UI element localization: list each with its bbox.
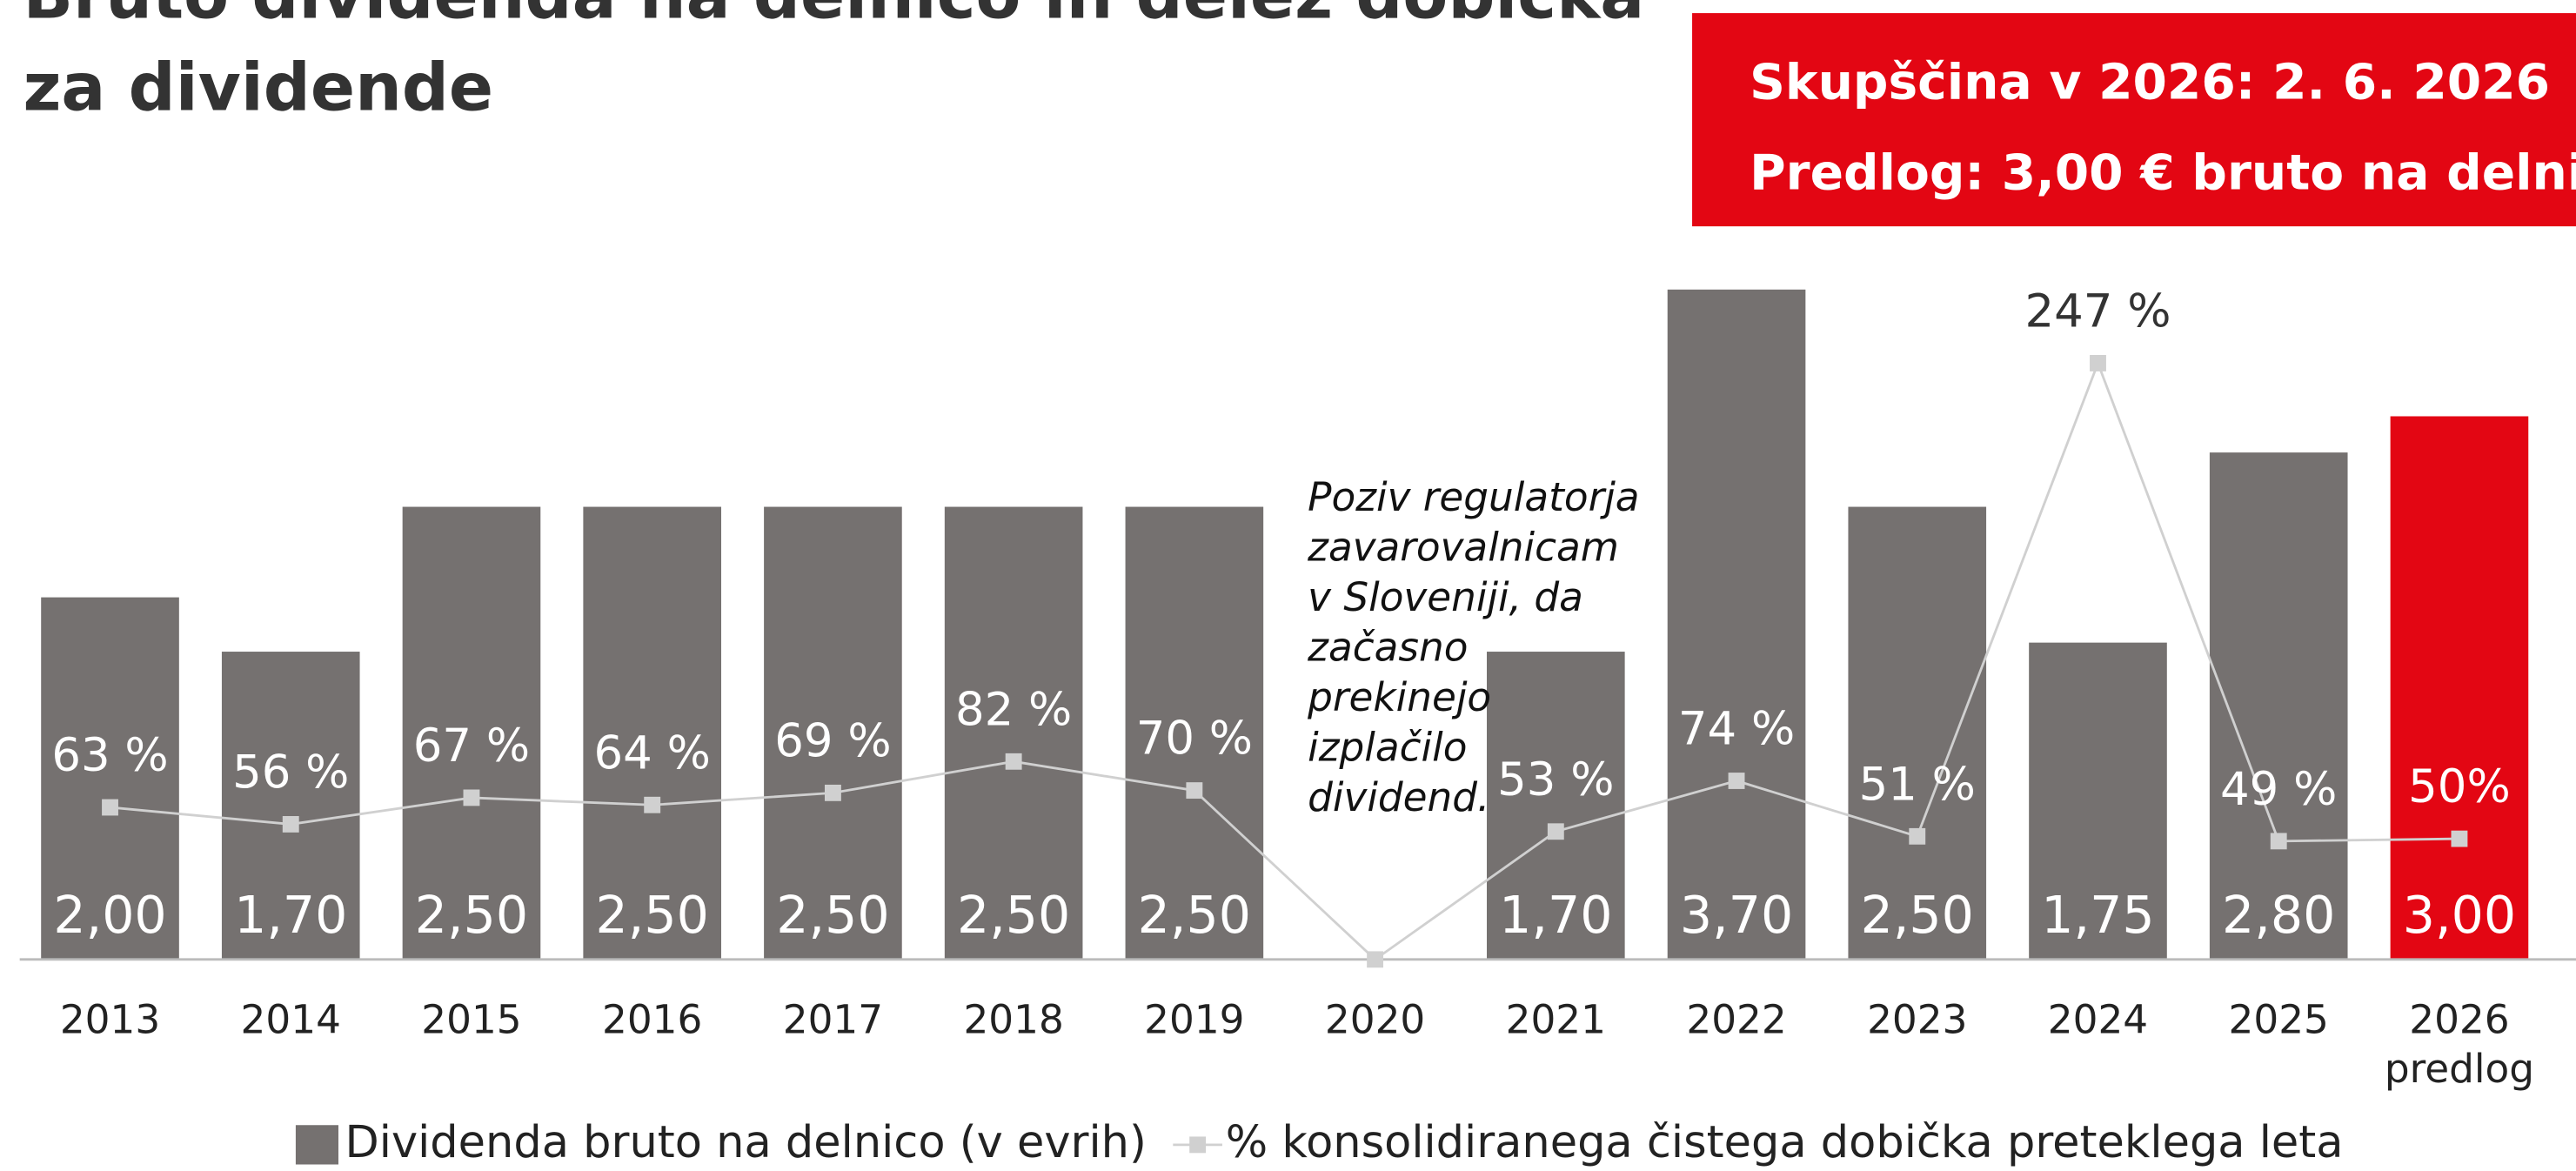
bar-value-label: 3,70	[1680, 886, 1793, 945]
x-tick-label: 2026 predlog	[2384, 997, 2535, 1093]
bar-value-label: 2,80	[2222, 886, 2335, 945]
x-tick-label: 2025	[2228, 997, 2329, 1043]
bar-value-label: 2,50	[415, 886, 528, 945]
line-value-label: 56 %	[232, 746, 349, 800]
x-tick-label: 2015	[421, 997, 522, 1043]
legend-label: % konsolidiranega čistega dobička pretek…	[1226, 1117, 2344, 1168]
line-marker	[282, 816, 299, 833]
line-marker	[2090, 355, 2106, 371]
bar	[402, 506, 541, 960]
line-value-label: 49 %	[2220, 763, 2337, 816]
line-marker	[463, 789, 480, 806]
x-tick-label: 2020	[1324, 997, 1426, 1043]
x-tick-label: 2019	[1144, 997, 1245, 1043]
line-value-label: 64 %	[594, 726, 711, 780]
bar	[2029, 642, 2167, 960]
x-tick-label: 2014	[240, 997, 341, 1043]
line-marker	[1186, 782, 1203, 800]
annotation-line: dividend.	[1308, 774, 1489, 820]
x-tick-label: 2018	[963, 997, 1064, 1043]
bar	[1487, 652, 1625, 960]
x-tick-label: 2021	[1505, 997, 1606, 1043]
line-marker	[1547, 823, 1564, 840]
info-box-line: Predlog: 3,00 € bruto na delnico	[1750, 144, 2576, 201]
line-value-label: 247 %	[2025, 285, 2171, 338]
bar	[764, 506, 902, 960]
line-marker	[1005, 753, 1022, 770]
bar-value-label: 2,50	[596, 886, 709, 945]
line-value-label: 63 %	[51, 729, 168, 782]
chart-title: Bruto dividenda na delnico in delež dobi…	[23, 0, 1644, 127]
bar	[221, 652, 360, 960]
x-tick-label: 2024	[2047, 997, 2149, 1043]
annotation-line: začasno	[1307, 625, 1468, 671]
bar	[1848, 506, 1987, 960]
x-tick-label: 2022	[1686, 997, 1787, 1043]
bar	[1125, 506, 1264, 960]
line-value-label: 50%	[2408, 760, 2511, 813]
bar	[944, 506, 1083, 960]
line-value-label: 51 %	[1859, 758, 1976, 811]
line-marker	[1367, 951, 1384, 968]
line-marker	[1909, 827, 1926, 845]
annotation-line: zavarovalnicam	[1307, 525, 1619, 571]
annotation-line: izplačilo	[1308, 725, 1467, 771]
line-marker	[2270, 833, 2287, 850]
line-value-label: 67 %	[413, 719, 530, 773]
line-marker	[824, 784, 841, 801]
line-marker	[1728, 773, 1745, 789]
line-value-label: 70 %	[1136, 713, 1253, 766]
line-marker	[102, 799, 118, 816]
bar-value-label: 2,50	[1138, 886, 1251, 945]
bar-value-label: 1,75	[2041, 886, 2154, 945]
bar-value-label: 1,70	[234, 886, 347, 945]
bar	[2390, 416, 2529, 960]
line-value-label: 74 %	[1678, 703, 1795, 756]
line-marker	[2451, 830, 2468, 847]
line-value-label: 82 %	[955, 683, 1072, 736]
line	[110, 359, 2459, 961]
annotation-line: Poziv regulatorja	[1308, 474, 1639, 520]
line-value-label: 53 %	[1497, 753, 1614, 806]
legend-swatch-marker	[1189, 1136, 1207, 1154]
bar	[583, 506, 722, 960]
bar-value-label: 1,70	[1499, 886, 1612, 945]
legend-swatch-bar	[295, 1125, 339, 1165]
info-box-line: Skupščina v 2026: 2. 6. 2026	[1750, 54, 2550, 111]
bar-value-label: 2,50	[1861, 886, 1974, 945]
annotation-line: prekinejo	[1307, 674, 1491, 720]
bar	[2209, 452, 2348, 960]
bar-value-label: 2,50	[957, 886, 1070, 945]
x-tick-label: 2023	[1867, 997, 1968, 1043]
legend-label: Dividenda bruto na delnico (v evrih)	[345, 1117, 1147, 1168]
bar-value-label: 3,00	[2403, 886, 2516, 945]
line-value-label: 69 %	[774, 714, 891, 767]
bar	[1667, 289, 1806, 960]
x-tick-label: 2016	[602, 997, 703, 1043]
line-marker	[644, 796, 661, 813]
x-tick-label: 2017	[782, 997, 884, 1043]
annotation-line: v Sloveniji, da	[1308, 574, 1583, 620]
x-tick-label: 2013	[59, 997, 161, 1043]
bar	[41, 597, 179, 960]
bar-value-label: 2,50	[776, 886, 889, 945]
info-box	[1692, 13, 2576, 227]
bar-value-label: 2,00	[53, 886, 166, 945]
